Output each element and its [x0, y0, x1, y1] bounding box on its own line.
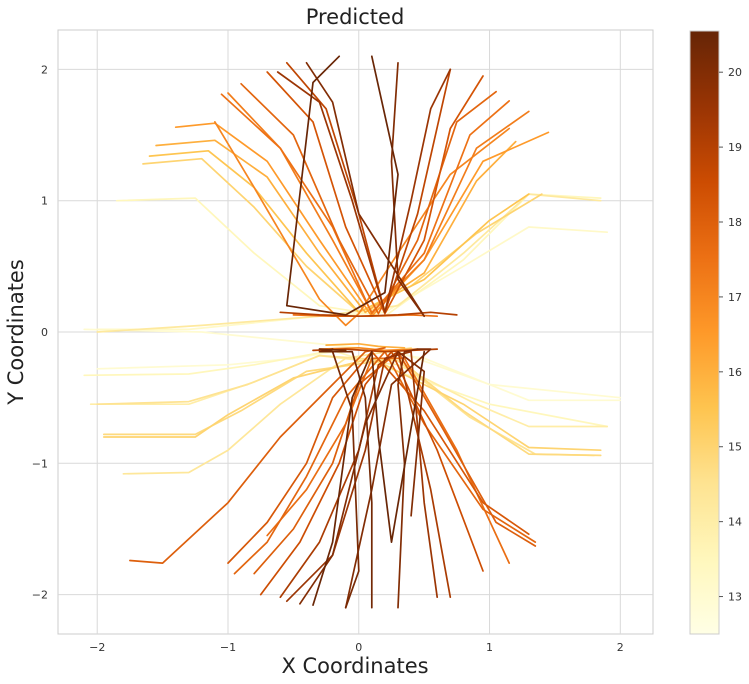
y-ticks: −2 −1 0 1 2	[32, 63, 48, 601]
x-ticks: −2 −1 0 1 2	[89, 641, 624, 654]
colorbar-tick-label: 13	[728, 591, 742, 604]
trajectory-line-9	[102, 357, 602, 452]
colorbar-tick-label: 17	[728, 291, 742, 304]
colorbar-tick-label: 18	[728, 216, 742, 229]
x-axis-label: X Coordinates	[281, 654, 428, 678]
colorbar-ticks: 13 14 15 16 17 18 19 20	[719, 66, 742, 604]
y-tick-label: −1	[32, 457, 48, 470]
trajectory-line-41	[325, 342, 406, 349]
x-tick-label: 2	[617, 641, 624, 654]
trajectory-line-14	[174, 122, 550, 318]
series-lines	[83, 55, 622, 609]
trajectory-line-38	[344, 348, 432, 609]
y-tick-label: −2	[32, 589, 48, 602]
trajectory-line-27	[227, 350, 530, 564]
colorbar-tick-label: 16	[728, 366, 742, 379]
chart-title: Predicted	[306, 5, 405, 29]
colorbar-tick-label: 15	[728, 441, 742, 454]
trajectory-line-36	[318, 348, 360, 609]
x-tick-label: −2	[89, 641, 105, 654]
trajectory-line-12	[148, 149, 530, 314]
y-tick-label: 1	[41, 195, 48, 208]
y-axis-label: Y Coordinates	[4, 259, 28, 406]
colorbar-tick-label: 19	[728, 141, 742, 154]
colorbar-tick-label: 20	[728, 66, 742, 79]
trajectory-line-28	[233, 350, 537, 575]
x-tick-label: 0	[355, 641, 362, 654]
trajectory-line-22	[305, 61, 426, 318]
trajectory-line-19	[266, 71, 484, 315]
trajectory-line-23	[285, 55, 399, 316]
trajectory-line-34	[299, 350, 426, 605]
trajectory-line-21	[276, 68, 452, 314]
trajectory-line-18	[240, 82, 497, 315]
trajectory-line-32	[279, 350, 452, 599]
trajectory-line-26	[129, 346, 386, 564]
colorbar-tick-label: 14	[728, 516, 742, 529]
trajectory-line-10	[122, 346, 412, 475]
trajectory-line-13	[155, 139, 517, 314]
trajectory-line-31	[259, 350, 484, 596]
y-tick-label: 2	[41, 63, 48, 76]
x-tick-label: 1	[486, 641, 493, 654]
trajectory-line-40	[318, 346, 419, 352]
trajectory-line-35	[312, 350, 426, 606]
colorbar: 13 14 15 16 17 18 19 20	[689, 30, 742, 635]
trajectory-line-20	[285, 61, 452, 314]
x-tick-label: −1	[220, 641, 236, 654]
colorbar-gradient	[689, 30, 720, 635]
trajectory-line-17	[220, 93, 511, 315]
trajectory-line-37	[318, 348, 373, 609]
trajectory-line-5	[89, 354, 609, 428]
y-tick-label: 0	[41, 326, 48, 339]
trajectory-line-15	[214, 121, 511, 327]
trajectory-line-24	[279, 311, 458, 318]
